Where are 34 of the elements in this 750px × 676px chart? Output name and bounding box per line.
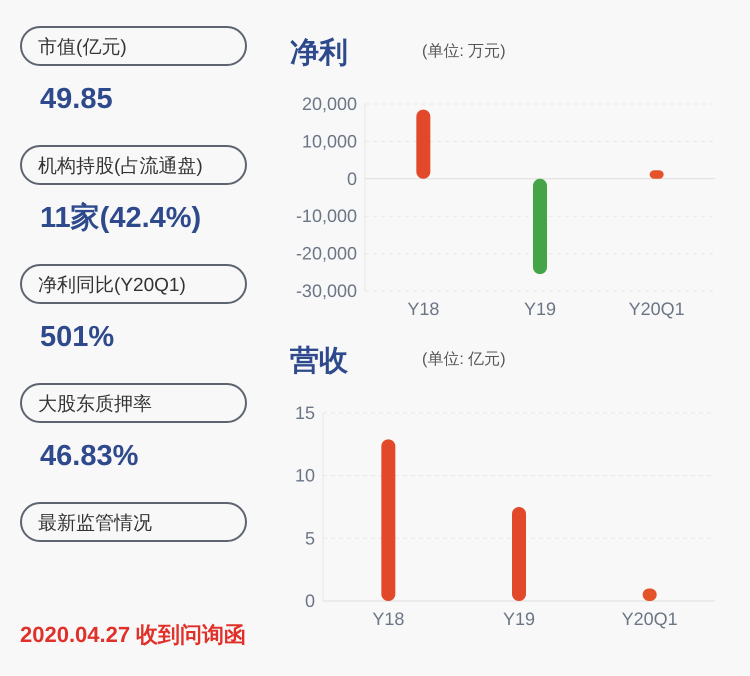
y-tick-label: -30,000 [296,281,357,301]
x-tick-label: Y18 [372,609,404,629]
y-tick-label: 5 [304,528,315,548]
text: 46.83% [40,440,139,472]
text: 大股东质押率 [38,393,152,415]
text: 2020.04.27 收到问询函 [20,622,246,647]
x-tick-label: Y19 [502,609,536,629]
y-tick-label: -20,000 [296,244,357,264]
bar [533,178,547,274]
text: 净利同比(Y20Q1) [38,275,186,296]
text: 机构持股(占流通盘) [38,155,203,177]
y-tick-label: 20,000 [302,94,357,114]
text: 501% [40,321,114,353]
bar [512,507,526,601]
x-tick-label: Y20Q1 [622,609,678,629]
x-tick-label: Y20Q1 [628,299,685,319]
chart-title: 净利 [290,37,348,69]
y-tick-label: -10,000 [296,206,357,226]
text: 市值(亿元) [38,36,127,58]
chart-subtitle: (单位: 万元) [422,42,506,60]
text: 最新监管情况 [38,512,152,534]
text: 11家(42.4%) [40,201,202,234]
y-tick-label: 0 [304,591,315,611]
bar [381,439,396,601]
chart-subtitle: (单位: 亿元) [422,350,506,368]
x-tick-label: Y19 [524,299,556,319]
y-tick-label: 10 [294,466,315,486]
y-tick-label: 10,000 [302,131,357,152]
y-tick-label: 0 [346,168,357,189]
chart-title: 营收 [289,345,349,377]
text: 49.85 [40,83,113,115]
x-tick-label: Y18 [407,299,440,319]
bar [416,110,430,179]
y-tick-label: 15 [294,403,315,423]
